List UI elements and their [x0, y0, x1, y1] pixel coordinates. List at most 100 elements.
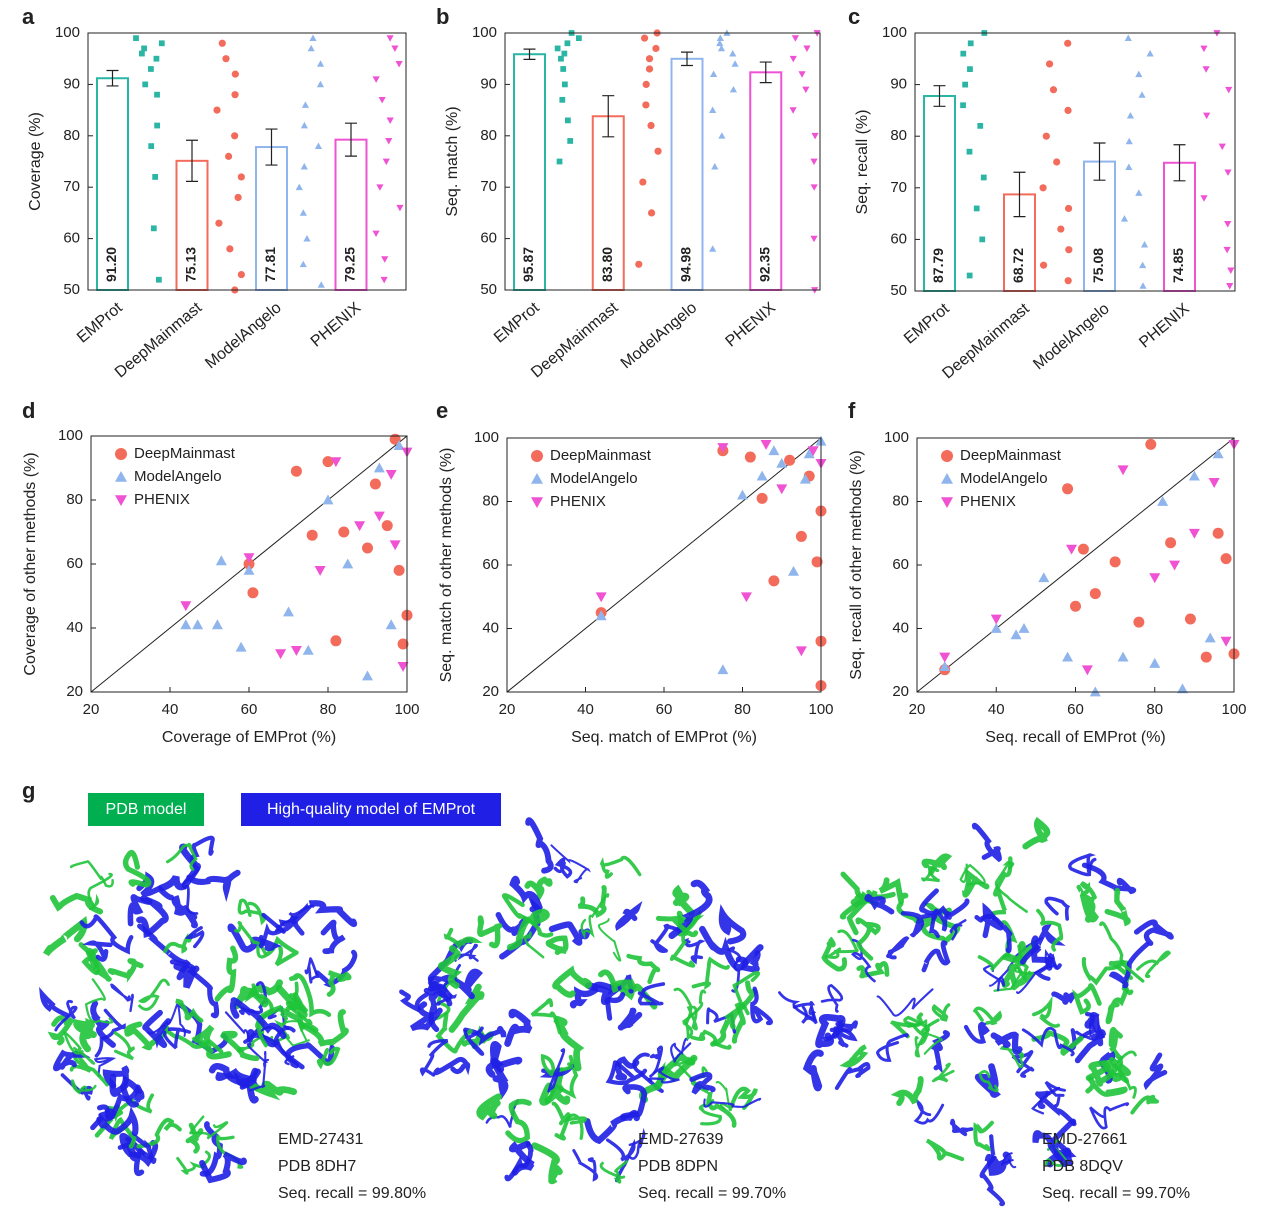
point — [1140, 240, 1149, 248]
point — [561, 81, 568, 88]
point — [768, 445, 780, 456]
point — [300, 121, 308, 129]
point — [1089, 588, 1101, 600]
point — [1109, 556, 1121, 568]
point — [231, 132, 239, 140]
ribbon — [959, 863, 986, 886]
y-tick-label: 60 — [892, 556, 909, 573]
point — [1117, 465, 1129, 476]
ribbon — [94, 1057, 117, 1078]
ribbon — [990, 856, 1013, 918]
point — [362, 542, 373, 554]
point — [729, 85, 738, 93]
point — [381, 520, 393, 532]
ribbon — [545, 935, 569, 956]
point — [1220, 553, 1232, 565]
x-tick-label: 20 — [499, 701, 516, 718]
point — [215, 555, 227, 566]
point — [1184, 613, 1196, 625]
ribbon — [39, 986, 70, 1018]
legend-label: ModelAngelo — [960, 470, 1048, 487]
point — [1139, 261, 1147, 269]
x-tick-label: 60 — [241, 701, 258, 718]
ribbon — [597, 918, 622, 962]
ribbon — [270, 1013, 291, 1043]
point — [290, 646, 302, 656]
ribbon — [42, 916, 88, 957]
point — [222, 55, 230, 63]
point — [1149, 657, 1161, 668]
ribbon — [1001, 963, 1034, 991]
point — [148, 143, 155, 149]
y-tick-label: 90 — [63, 75, 80, 92]
error-bar — [602, 95, 615, 138]
ribbon — [110, 983, 134, 1013]
point — [718, 132, 726, 139]
y-tick-label: 40 — [66, 619, 83, 636]
ribbon — [248, 1050, 267, 1092]
ribbon — [423, 982, 453, 1007]
ribbon — [1021, 1026, 1075, 1057]
point — [372, 230, 380, 238]
y-tick-label: 60 — [66, 555, 83, 572]
ribbon — [1015, 948, 1059, 994]
bar — [591, 115, 625, 291]
point — [990, 623, 1002, 633]
panel-letter: g — [22, 778, 35, 803]
y-tick-label: 40 — [892, 619, 909, 636]
ribbon — [409, 1001, 443, 1032]
y-tick-label: 20 — [482, 683, 499, 700]
ribbon — [949, 1118, 974, 1137]
value-label: 83.80 — [599, 247, 615, 282]
ribbon — [731, 980, 758, 1044]
point — [744, 451, 756, 463]
x-tick-label: 40 — [162, 701, 179, 718]
point — [1200, 45, 1208, 53]
ribbon — [176, 1150, 211, 1175]
ribbon — [619, 1084, 648, 1121]
ribbon — [689, 1071, 716, 1095]
ribbon — [237, 898, 267, 926]
ribbon — [972, 1006, 1002, 1026]
ribbon — [718, 904, 747, 945]
value-label: 87.79 — [930, 248, 946, 283]
point — [397, 662, 409, 672]
point — [811, 556, 823, 568]
ribbon — [454, 968, 484, 1000]
ribbon — [173, 963, 200, 989]
point — [300, 163, 308, 170]
point — [158, 40, 165, 47]
plot-frame — [90, 435, 408, 693]
x-tick-label: 80 — [734, 701, 751, 718]
point — [807, 446, 819, 457]
legend-label: DeepMainmast — [550, 447, 652, 464]
point — [302, 644, 314, 655]
point — [1018, 623, 1030, 633]
ribbon — [864, 893, 895, 915]
ribbon — [1102, 1057, 1132, 1080]
ribbon — [79, 914, 134, 955]
ribbon — [1099, 921, 1145, 983]
error-bar — [265, 128, 278, 166]
point — [1066, 544, 1078, 555]
point — [716, 34, 724, 42]
ribbon — [249, 1080, 298, 1101]
x-tick-label: PHENIX — [308, 299, 365, 351]
point — [237, 173, 245, 181]
point — [1145, 438, 1157, 450]
point — [811, 132, 819, 140]
point — [1062, 483, 1074, 495]
ribbon — [1031, 1029, 1084, 1057]
ribbon — [540, 1053, 574, 1077]
ribbon — [615, 1056, 640, 1081]
ribbon — [649, 1045, 664, 1078]
point — [226, 245, 234, 253]
plot-frame — [914, 32, 1236, 292]
ribbon — [433, 1056, 471, 1076]
ribbon — [62, 1030, 96, 1065]
ribbon — [599, 1160, 628, 1184]
ribbon — [683, 937, 706, 965]
point — [1064, 39, 1072, 47]
ribbon — [580, 893, 610, 940]
